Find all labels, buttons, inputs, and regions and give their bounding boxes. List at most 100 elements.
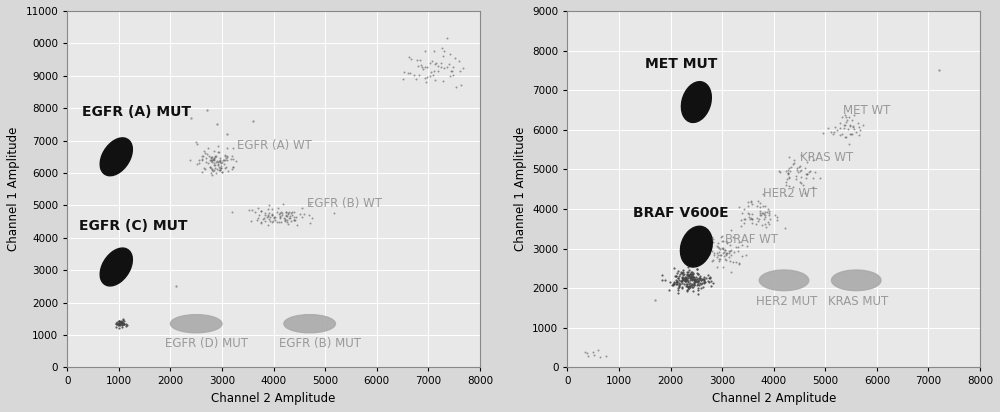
Point [671, 273, 687, 280]
Point [280, 210, 296, 216]
Point [212, 154, 228, 161]
Point [823, 129, 839, 136]
Point [706, 249, 722, 256]
Point [666, 280, 682, 287]
Point [680, 279, 696, 285]
Point [257, 209, 273, 216]
Point [112, 318, 128, 325]
Point [761, 221, 777, 228]
Point [264, 212, 280, 219]
Point [207, 162, 223, 168]
Point [678, 278, 694, 285]
Point [210, 162, 226, 168]
Point [585, 349, 601, 356]
Point [206, 155, 222, 162]
Point [670, 290, 686, 297]
Point [723, 251, 739, 258]
Point [692, 274, 708, 281]
Point [744, 216, 760, 223]
Point [687, 277, 703, 284]
Point [261, 215, 277, 222]
Point [224, 153, 240, 159]
Point [439, 35, 455, 41]
Point [113, 318, 129, 325]
Point [225, 164, 241, 171]
Point [678, 276, 694, 283]
Point [678, 280, 694, 287]
Point [682, 275, 698, 281]
Point [244, 207, 260, 214]
Point [201, 153, 217, 159]
Point [111, 325, 127, 331]
Point [669, 278, 685, 284]
Point [288, 214, 304, 221]
Point [110, 321, 126, 327]
Point [280, 211, 296, 217]
Point [714, 233, 730, 239]
Point [798, 175, 814, 182]
Point [696, 280, 712, 287]
Point [671, 277, 687, 284]
Point [797, 189, 813, 196]
Point [668, 276, 684, 283]
Point [670, 287, 686, 294]
Point [741, 213, 757, 220]
Point [684, 281, 700, 288]
Point [690, 281, 706, 287]
Point [278, 208, 294, 215]
Point [751, 216, 767, 222]
Point [304, 215, 320, 221]
Point [403, 56, 419, 63]
Point [690, 290, 706, 297]
Point [669, 270, 685, 277]
Point [802, 168, 818, 175]
Point [674, 275, 690, 281]
Point [689, 276, 705, 282]
Point [204, 157, 220, 163]
Point [719, 239, 735, 246]
Point [435, 53, 451, 59]
Point [805, 174, 821, 181]
Point [696, 277, 712, 283]
Point [225, 145, 241, 152]
Point [111, 319, 127, 326]
Point [267, 217, 283, 223]
Point [733, 216, 749, 223]
Point [717, 246, 733, 253]
Point [264, 218, 280, 225]
Point [211, 149, 227, 156]
Point [714, 238, 730, 245]
Point [712, 256, 728, 263]
Point [217, 152, 233, 159]
Ellipse shape [681, 82, 711, 122]
Point [704, 258, 720, 264]
Point [289, 222, 305, 229]
Point [203, 164, 219, 171]
Point [277, 217, 293, 223]
Point [662, 279, 678, 285]
Point [673, 269, 689, 276]
Point [207, 153, 223, 159]
Point [748, 220, 764, 227]
Point [679, 277, 695, 284]
Text: MET WT: MET WT [843, 104, 891, 117]
Point [426, 48, 442, 54]
Point [664, 282, 680, 288]
Point [400, 70, 416, 76]
Point [275, 201, 291, 207]
Point [209, 166, 225, 173]
Point [685, 269, 701, 276]
Point [108, 324, 124, 330]
Point [677, 274, 693, 281]
Point [672, 281, 688, 288]
Point [793, 179, 809, 186]
Point [114, 319, 130, 325]
Point [739, 243, 755, 249]
Point [795, 181, 811, 188]
Point [781, 183, 797, 189]
Point [805, 156, 821, 163]
Point [836, 122, 852, 129]
Point [684, 273, 700, 279]
Point [671, 283, 687, 290]
Point [417, 48, 433, 54]
